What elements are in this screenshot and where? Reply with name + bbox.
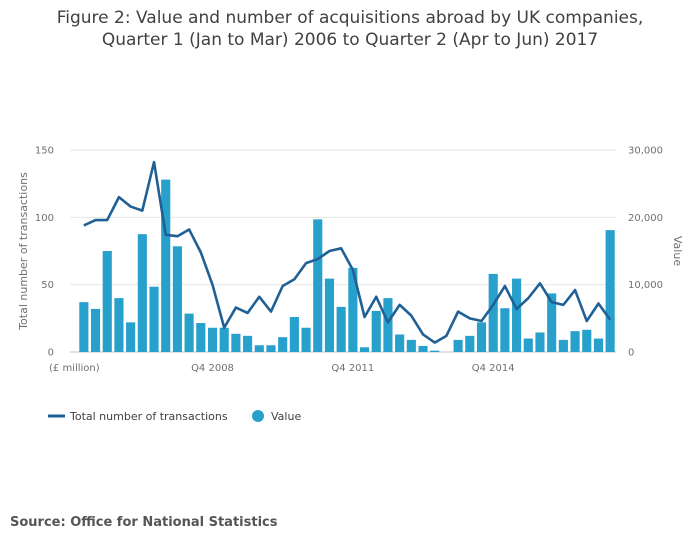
value-bar — [243, 335, 253, 352]
value-bar — [231, 333, 241, 352]
transactions-line-group — [83, 160, 612, 344]
x-axis-ticks: (£ million) Q4 2008 Q4 2011 Q4 2014 — [49, 363, 515, 374]
value-bar — [359, 347, 370, 352]
value-bar — [79, 302, 89, 352]
value-bar — [535, 332, 545, 352]
transactions-line — [83, 160, 612, 344]
value-bar — [605, 230, 615, 352]
legend-value-swatch — [252, 410, 264, 422]
value-bar — [114, 298, 124, 352]
value-bar — [570, 331, 580, 352]
left-axis-title: Total number of transactions — [17, 172, 30, 331]
value-bar — [266, 345, 276, 352]
right-tick-label: 10,000 — [628, 280, 663, 291]
left-axis-ticks: 0 50 100 150 — [35, 146, 54, 359]
right-tick-label: 20,000 — [628, 213, 663, 224]
x-tick-label: Q4 2011 — [331, 363, 374, 374]
value-bar — [371, 310, 381, 352]
x-tick-label: Q4 2014 — [472, 363, 515, 374]
value-bar — [219, 327, 229, 352]
value-bar — [289, 316, 299, 352]
value-bar — [137, 234, 147, 352]
value-bar — [465, 335, 475, 352]
value-bar — [313, 219, 323, 352]
value-bar — [90, 308, 101, 352]
value-bar — [196, 323, 206, 352]
value-bar — [593, 338, 604, 352]
left-tick-label: 0 — [48, 348, 54, 359]
value-bar — [406, 339, 416, 352]
value-bar — [430, 350, 440, 352]
x-tick-label: Q4 2008 — [191, 363, 234, 374]
left-tick-label: 100 — [35, 213, 54, 224]
left-tick-label: 150 — [35, 146, 54, 157]
value-bar — [488, 273, 498, 352]
value-bar — [348, 267, 358, 352]
value-bar — [453, 339, 463, 352]
value-bar — [336, 306, 346, 352]
value-bar — [383, 298, 393, 352]
value-bar — [278, 337, 288, 352]
value-bar — [102, 251, 112, 352]
value-bar — [184, 313, 194, 352]
value-bar — [254, 345, 264, 352]
legend[interactable]: Total number of transactions Value — [48, 410, 301, 423]
value-bar — [324, 278, 335, 352]
value-bar — [512, 278, 522, 352]
value-bar — [582, 329, 592, 352]
left-tick-label: 50 — [41, 280, 54, 291]
value-bar — [418, 345, 428, 352]
value-bar — [126, 322, 136, 352]
value-bar — [476, 322, 487, 352]
value-bar — [172, 246, 182, 352]
value-bar — [547, 293, 557, 352]
x-tick-label: (£ million) — [49, 363, 100, 374]
source-note: Source: Office for National Statistics — [10, 515, 278, 530]
value-bar — [301, 327, 311, 352]
value-bars — [79, 179, 615, 352]
value-bar — [207, 327, 218, 352]
value-bar — [523, 338, 533, 352]
right-axis-title: Value — [671, 236, 684, 266]
right-tick-label: 0 — [628, 348, 634, 359]
value-bar — [149, 286, 159, 352]
value-bar — [395, 334, 405, 352]
right-tick-label: 30,000 — [628, 146, 663, 157]
value-bar — [161, 179, 171, 352]
legend-value-label: Value — [271, 410, 301, 423]
chart-title-line-2: Quarter 1 (Jan to Mar) 2006 to Quarter 2… — [102, 30, 598, 50]
value-bar — [500, 308, 510, 352]
chart-title-line-1: Figure 2: Value and number of acquisitio… — [57, 8, 644, 28]
right-axis-ticks: 0 10,000 20,000 30,000 — [628, 146, 663, 359]
legend-transactions-label: Total number of transactions — [69, 410, 228, 423]
value-bar — [558, 339, 568, 352]
